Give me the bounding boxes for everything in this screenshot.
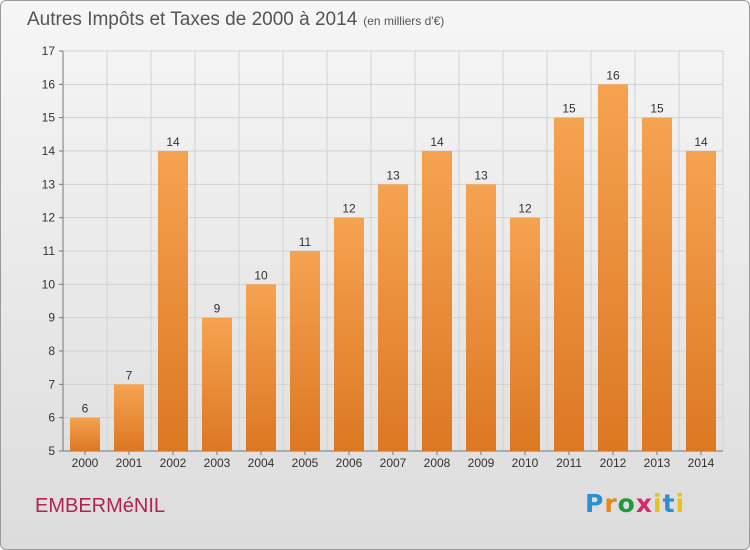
y-tick-label: 6 [48, 411, 55, 425]
y-tick-label: 16 [42, 77, 56, 91]
data-label: 12 [342, 202, 356, 216]
data-label: 9 [214, 302, 221, 316]
proxiti-logo: Proxiti [585, 489, 685, 518]
bar [202, 317, 232, 451]
data-label: 11 [299, 235, 312, 249]
bar [642, 117, 672, 452]
x-tick-label: 2012 [600, 456, 627, 470]
x-tick-label: 2010 [512, 456, 539, 470]
x-tick-label: 2001 [116, 456, 143, 470]
data-label: 13 [474, 168, 488, 182]
chart-title-text: Autres Impôts et Taxes de 2000 à 2014 [27, 9, 358, 30]
bar [378, 184, 408, 452]
x-tick-label: 2011 [556, 456, 582, 470]
x-tick-label: 2002 [160, 456, 187, 470]
x-tick-label: 2000 [72, 456, 99, 470]
labels: 5 6 7 8 9 10 11 12 13 14 15 16 17 2000 6 2001 7 2002 14 200… [42, 44, 715, 470]
x-tick-label: 2006 [336, 456, 363, 470]
bar [466, 184, 496, 452]
logo-letter: x [635, 489, 653, 518]
chart-unit: (en milliers d'€) [363, 14, 445, 28]
logo-letter: i [653, 489, 663, 518]
bar [598, 84, 628, 451]
x-tick-label: 2009 [468, 456, 495, 470]
x-tick-label: 2005 [292, 456, 319, 470]
chart-title: Autres Impôts et Taxes de 2000 à 2014 (en… [27, 9, 444, 31]
x-tick-label: 2007 [380, 456, 407, 470]
data-label: 15 [650, 102, 664, 116]
bar [290, 251, 320, 451]
data-label: 14 [430, 135, 444, 149]
y-tick-label: 13 [42, 177, 56, 191]
y-tick-label: 15 [42, 111, 56, 125]
y-tick-label: 14 [42, 144, 56, 158]
data-label: 14 [694, 135, 708, 149]
bar [554, 117, 584, 452]
logo-letter: P [585, 489, 605, 518]
data-label: 12 [518, 202, 532, 216]
y-tick-label: 8 [48, 344, 55, 358]
y-tick-label: 5 [48, 444, 55, 458]
logo-letter: r [604, 489, 618, 518]
bars [70, 84, 716, 452]
bar [510, 217, 540, 451]
logo-letter: t [662, 489, 676, 518]
data-label: 6 [82, 402, 89, 416]
data-label: 7 [126, 368, 133, 382]
logo-letter: i [675, 489, 686, 518]
y-tick-label: 12 [42, 211, 56, 225]
bar [334, 217, 364, 451]
data-label: 15 [562, 102, 576, 116]
y-tick-label: 17 [42, 44, 56, 58]
bar [70, 417, 100, 451]
data-label: 13 [386, 168, 400, 182]
bar [158, 151, 188, 451]
logo-letter: o [617, 489, 636, 518]
data-label: 16 [606, 68, 620, 82]
bar [246, 284, 276, 451]
commune-name: EMBERMéNIL [35, 495, 166, 517]
bar [422, 151, 452, 451]
y-tick-label: 11 [43, 244, 56, 258]
x-tick-label: 2003 [204, 456, 231, 470]
x-tick-label: 2008 [424, 456, 451, 470]
data-label: 10 [254, 268, 268, 282]
x-tick-label: 2014 [688, 456, 715, 470]
y-tick-label: 10 [42, 277, 56, 291]
x-tick-label: 2013 [644, 456, 671, 470]
y-tick-label: 9 [48, 311, 55, 325]
bar [686, 151, 716, 451]
y-tick-label: 7 [48, 377, 55, 391]
data-label: 14 [166, 135, 180, 149]
x-tick-label: 2004 [248, 456, 275, 470]
bar [114, 384, 144, 451]
